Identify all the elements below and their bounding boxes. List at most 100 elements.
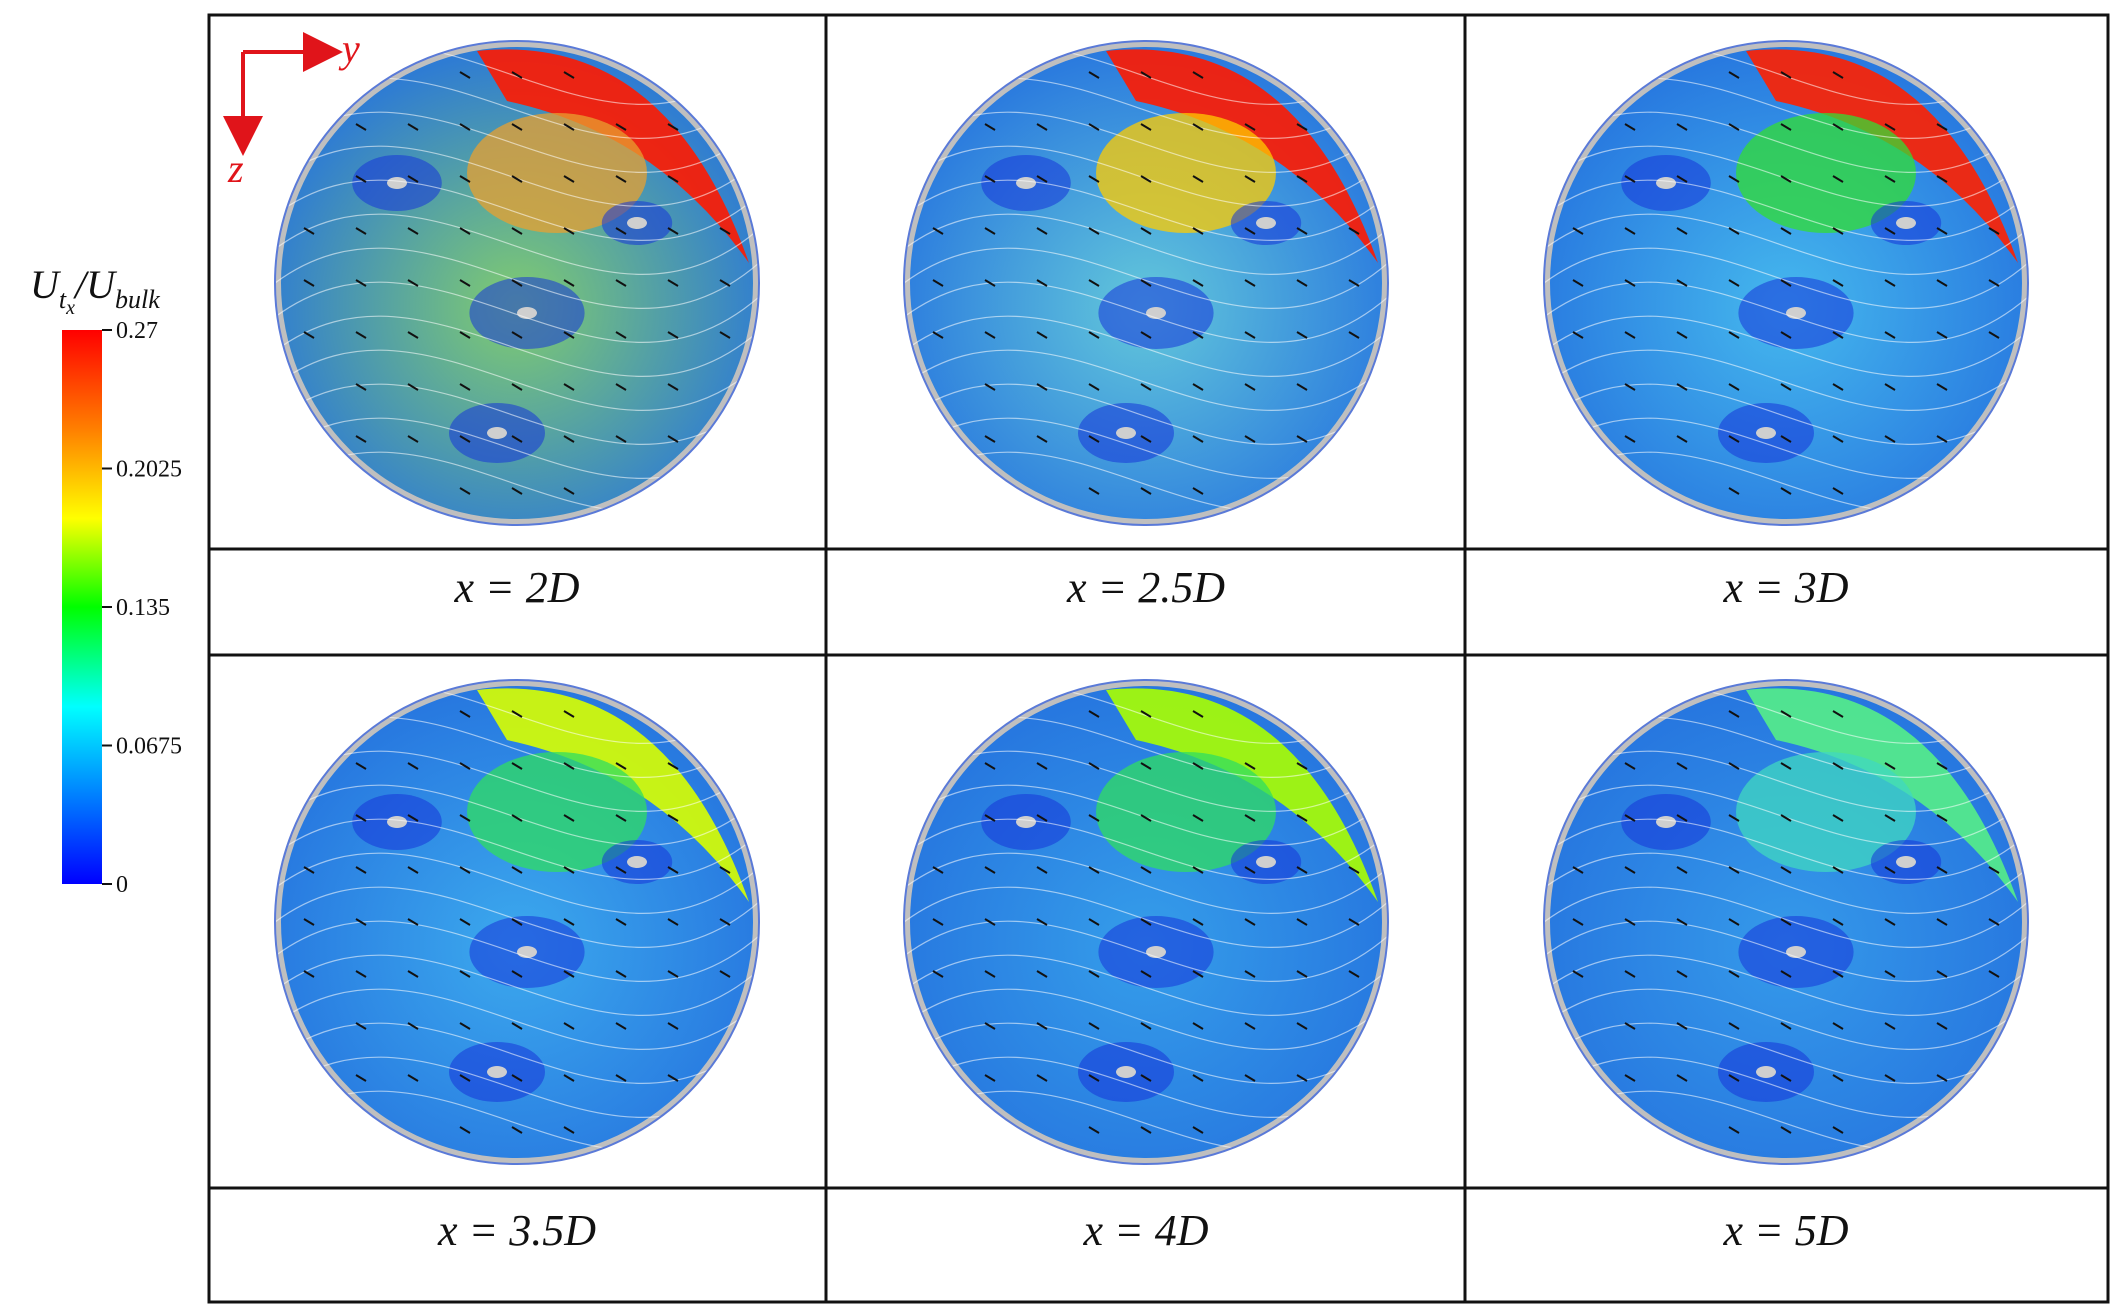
- velocity-vector: [355, 866, 367, 874]
- velocity-vector: [1140, 918, 1152, 926]
- velocity-vector: [1192, 710, 1204, 718]
- velocity-vector: [355, 123, 367, 131]
- velocity-vector: [1192, 762, 1204, 770]
- velocity-vector: [1140, 279, 1152, 287]
- velocity-vector: [1884, 279, 1896, 287]
- velocity-vector: [1244, 227, 1256, 235]
- velocity-vector: [1936, 435, 1948, 443]
- velocity-vector: [1780, 279, 1792, 287]
- velocity-vector: [459, 227, 471, 235]
- velocity-vector: [563, 814, 575, 822]
- flow-panels: x = 2D x = 2.5D x = 3D x = 3.5D x = 4D x = 5D: [274, 40, 2029, 1255]
- velocity-vector: [1936, 866, 1948, 874]
- velocity-vector: [1728, 1126, 1740, 1134]
- velocity-vector: [1140, 866, 1152, 874]
- velocity-vector: [1296, 814, 1308, 822]
- streamline: [1544, 954, 2028, 1016]
- velocity-vector: [1244, 331, 1256, 339]
- velocity-vector: [1728, 710, 1740, 718]
- velocity-vector: [1936, 279, 1948, 287]
- velocity-vector: [407, 1074, 419, 1082]
- velocity-vector: [511, 866, 523, 874]
- velocity-vector: [1884, 331, 1896, 339]
- velocity-vector: [355, 331, 367, 339]
- velocity-vector: [1192, 383, 1204, 391]
- velocity-vector: [667, 866, 679, 874]
- velocity-vector: [1832, 762, 1844, 770]
- velocity-vector: [1140, 435, 1152, 443]
- streamline: [904, 886, 1388, 948]
- velocity-vector: [355, 383, 367, 391]
- velocity-vector: [1036, 970, 1048, 978]
- velocity-vector: [984, 331, 996, 339]
- streamline: [275, 750, 759, 812]
- velocity-vector: [1192, 331, 1204, 339]
- velocity-vector: [1624, 383, 1636, 391]
- velocity-vector: [1728, 123, 1740, 131]
- velocity-vector: [1728, 71, 1740, 79]
- velocity-vector: [1140, 123, 1152, 131]
- streamline: [904, 954, 1388, 1016]
- velocity-vector: [1780, 814, 1792, 822]
- velocity-vector: [563, 970, 575, 978]
- velocity-vector: [1036, 331, 1048, 339]
- velocity-vector: [719, 970, 731, 978]
- velocity-vector: [1088, 227, 1100, 235]
- velocity-vector: [1088, 1074, 1100, 1082]
- velocity-vector: [1728, 383, 1740, 391]
- velocity-vector: [1936, 918, 1948, 926]
- velocity-vector: [1088, 331, 1100, 339]
- velocity-vector: [1088, 123, 1100, 131]
- velocity-vector: [407, 227, 419, 235]
- streamline: [1544, 383, 2028, 445]
- velocity-vector: [1192, 814, 1204, 822]
- velocity-vector: [1884, 970, 1896, 978]
- velocity-vector: [667, 970, 679, 978]
- flow-panel: [903, 679, 1389, 1165]
- velocity-vector: [615, 814, 627, 822]
- velocity-vector: [1936, 814, 1948, 822]
- velocity-vector: [1036, 866, 1048, 874]
- velocity-vector: [1780, 123, 1792, 131]
- velocity-vector: [1088, 866, 1100, 874]
- velocity-vector: [1140, 71, 1152, 79]
- velocity-vector: [511, 487, 523, 495]
- velocity-vector: [1780, 435, 1792, 443]
- velocity-vector: [355, 279, 367, 287]
- velocity-vector: [1624, 331, 1636, 339]
- velocity-vector: [1676, 866, 1688, 874]
- velocity-vector: [1676, 1074, 1688, 1082]
- velocity-vector: [984, 123, 996, 131]
- velocity-vector: [1244, 918, 1256, 926]
- streamline: [275, 1022, 759, 1084]
- streamline: [275, 111, 759, 173]
- velocity-vector: [1676, 970, 1688, 978]
- velocity-vector: [1676, 435, 1688, 443]
- streamline: [1544, 315, 2028, 377]
- velocity-vector: [1988, 279, 2000, 287]
- velocity-vector: [1728, 175, 1740, 183]
- velocity-vector: [932, 279, 944, 287]
- velocity-vector: [615, 175, 627, 183]
- velocity-vector: [1884, 1074, 1896, 1082]
- velocity-vector: [511, 970, 523, 978]
- velocity-vector: [1936, 1074, 1948, 1082]
- high-velocity-region: [1746, 688, 2018, 902]
- colorbar-tick-label: 0.0675: [116, 734, 182, 760]
- velocity-vector: [932, 970, 944, 978]
- velocity-vector: [511, 1074, 523, 1082]
- velocity-vector: [1884, 918, 1896, 926]
- velocity-vector: [984, 970, 996, 978]
- velocity-vector: [1140, 762, 1152, 770]
- velocity-vector: [1140, 487, 1152, 495]
- velocity-vector: [1244, 814, 1256, 822]
- velocity-vector: [459, 123, 471, 131]
- streamline: [904, 383, 1388, 445]
- velocity-vector: [667, 918, 679, 926]
- velocity-vector: [1140, 227, 1152, 235]
- velocity-vector: [407, 814, 419, 822]
- velocity-vector: [459, 487, 471, 495]
- velocity-vector: [1936, 1022, 1948, 1030]
- velocity-vector: [355, 970, 367, 978]
- velocity-vector: [1624, 1074, 1636, 1082]
